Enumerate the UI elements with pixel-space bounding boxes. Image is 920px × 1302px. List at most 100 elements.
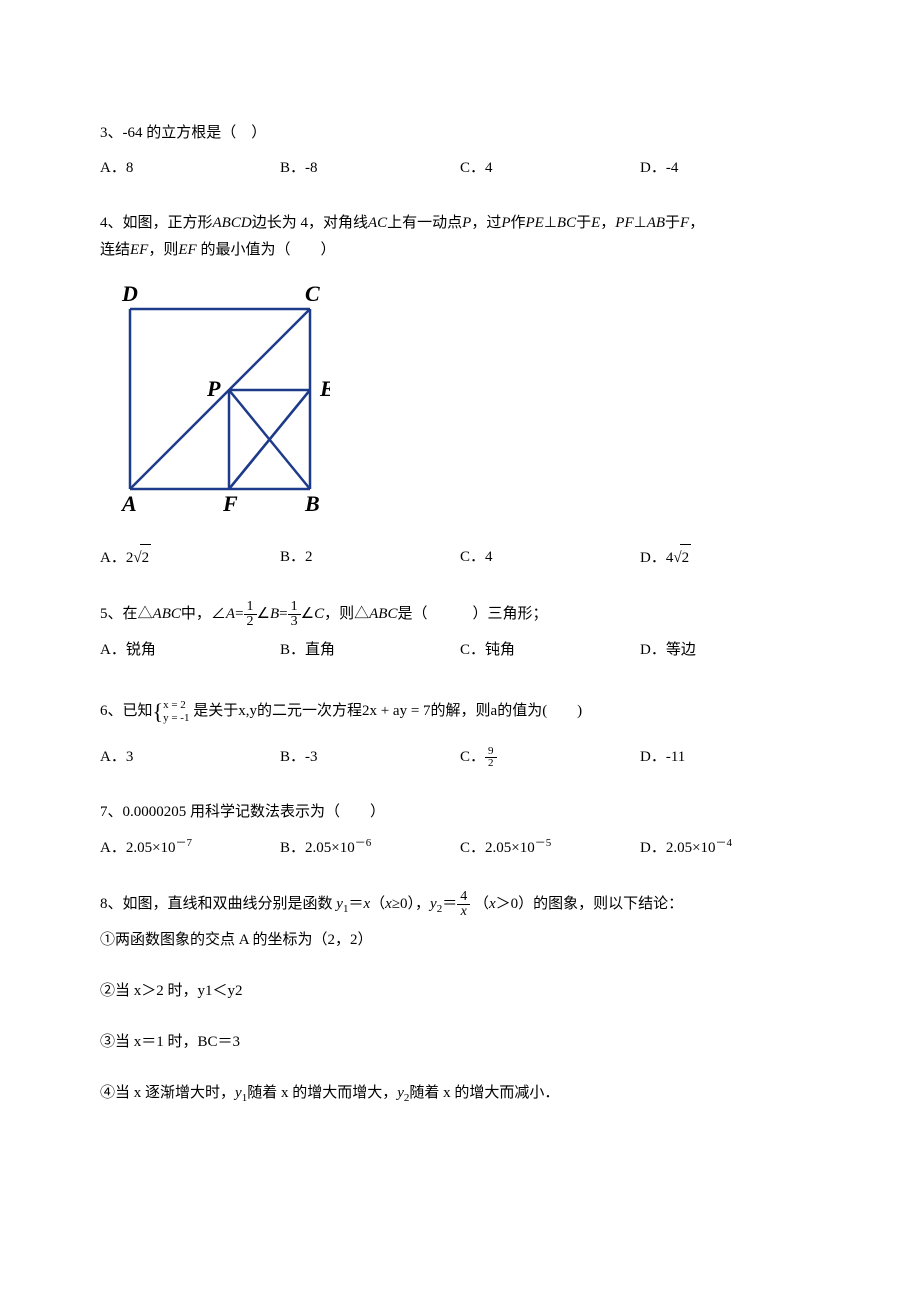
q8-s1: ①两函数图象的交点 A 的坐标为（2，2） [100, 927, 820, 954]
q6-c-prefix: C． [460, 749, 485, 765]
q8-eq1: ＝ [348, 896, 363, 912]
question-7: 7、0.0000205 用科学记数法表示为（ ） A．2.05×10－7 B．2… [100, 799, 820, 862]
q7-b-prefix: B．2.05×10 [280, 840, 355, 856]
q8-frac: 4x [457, 890, 470, 919]
q3-option-d: D．-4 [640, 155, 820, 182]
q5-suffix: 是（ ）三角形； [397, 606, 547, 622]
q8-s4-y1: y [235, 1085, 242, 1101]
q5-a: A [226, 606, 235, 622]
q8-frac-n: 4 [457, 890, 470, 905]
q4-prefix: 4、如图，正方形 [100, 215, 213, 231]
q5-option-b: B．直角 [280, 637, 460, 664]
q5-frac1: 12 [244, 600, 257, 629]
question-5: 5、在△ABC中，∠A=12∠B=13∠C，则△ABC是（ ）三角形； A．锐角… [100, 600, 820, 664]
q4-text: 4、如图，正方形ABCD边长为 4，对角线AC上有一动点P，过P作PE⊥BC于E… [100, 210, 820, 264]
q8-paren1: （ [370, 896, 385, 912]
q4-option-c: C．4 [460, 544, 640, 572]
q5-frac1-n: 1 [244, 600, 257, 615]
q6-mid: 是关于x,y的二元一次方程2x + ay = 7的解，则a的值为( ) [193, 703, 582, 719]
q4-line2-suffix: 的最小值为（ ） [197, 242, 336, 258]
q5-options: A．锐角 B．直角 C．钝角 D．等边 [100, 637, 820, 664]
q4-line2-prefix: 连结 [100, 242, 130, 258]
q5-option-d: D．等边 [640, 637, 820, 664]
q5-prefix: 5、在 [100, 606, 138, 622]
q5-option-a: A．锐角 [100, 637, 280, 664]
q8-x3: x [489, 896, 496, 912]
q4-mid4: 作 [511, 215, 526, 231]
q3-options: A．8 B．-8 C．4 D．-4 [100, 155, 820, 182]
q8-frac-d: x [457, 905, 470, 919]
q6-options: A．3 B．-3 C．92 D．-11 [100, 744, 820, 771]
q4-p2: P [501, 215, 510, 231]
q4-e: E [591, 215, 600, 231]
q8-text: 8、如图，直线和双曲线分别是函数 y1＝x（x≥0），y2＝4x （x＞0）的图… [100, 890, 820, 920]
q7-a-prefix: A．2.05×10 [100, 840, 176, 856]
q5-mid1: 中， [181, 606, 211, 622]
q4-ef: EF [130, 242, 148, 258]
q6-system: x = 2y = -1 [163, 699, 189, 725]
q4-perp: ⊥ [544, 215, 557, 231]
q6-prefix: 6、已知 [100, 703, 153, 719]
q4-bc: BC [557, 215, 576, 231]
q7-c-prefix: C．2.05×10 [460, 840, 535, 856]
q4-abcd: ABCD [213, 215, 252, 231]
svg-text:C: C [305, 281, 320, 306]
q4-option-a: A．2√2 [100, 544, 280, 572]
brace-icon: { [153, 699, 164, 724]
q7-text: 7、0.0000205 用科学记数法表示为（ ） [100, 799, 820, 826]
q8-s4: ④当 x 逐渐增大时，y1随着 x 的增大而增大，y2随着 x 的增大而减小． [100, 1080, 820, 1109]
angle-icon: ∠ [257, 606, 270, 622]
q6-c-frac: 92 [485, 746, 497, 769]
q8-s4-prefix: ④当 x 逐渐增大时， [100, 1085, 235, 1101]
q6-text: 6、已知{x = 2y = -1 是关于x,y的二元一次方程2x + ay = … [100, 692, 820, 732]
q6-eq1: x = 2 [163, 699, 186, 711]
question-6: 6、已知{x = 2y = -1 是关于x,y的二元一次方程2x + ay = … [100, 692, 820, 771]
q6-c-frac-n: 9 [485, 746, 497, 758]
question-8: 8、如图，直线和双曲线分别是函数 y1＝x（x≥0），y2＝4x （x＞0）的图… [100, 890, 820, 1110]
q4-f: F [680, 215, 689, 231]
q6-option-c: C．92 [460, 744, 640, 771]
q8-y1: y [336, 896, 343, 912]
angle-icon: ∠ [301, 606, 314, 622]
q5-text: 5、在△ABC中，∠A=12∠B=13∠C，则△ABC是（ ）三角形； [100, 600, 820, 629]
q7-a-exp: －7 [176, 837, 193, 849]
q7-option-b: B．2.05×10－6 [280, 834, 460, 862]
svg-text:F: F [222, 491, 238, 514]
q4-diagram: DCPEAFB [100, 279, 820, 524]
q4-pf: PF [615, 215, 633, 231]
q6-c-frac-d: 2 [485, 758, 497, 769]
q4-mid3: ，过 [471, 215, 501, 231]
q4-p: P [462, 215, 471, 231]
q4-mid2: 上有一动点 [387, 215, 462, 231]
q4-ab: AB [647, 215, 665, 231]
q4-mid5: 于 [576, 215, 591, 231]
svg-text:A: A [120, 491, 137, 514]
triangle-icon: △ [138, 606, 153, 622]
q5-mid2: ，则 [324, 606, 354, 622]
angle-icon: ∠ [211, 606, 226, 622]
q6-option-b: B．-3 [280, 744, 460, 771]
q8-y2: y [430, 896, 437, 912]
triangle-icon: △ [354, 606, 369, 622]
question-3: 3、-64 的立方根是（ ） A．8 B．-8 C．4 D．-4 [100, 120, 820, 182]
q5-c: C [314, 606, 324, 622]
q4-d-prefix: D． [640, 550, 666, 566]
q5-eq1: = [235, 606, 243, 622]
q8-s4-mid2: 随着 x 的增大而减小． [409, 1085, 559, 1101]
q5-frac2-n: 1 [288, 600, 301, 615]
q4-d-sqrt: 2 [680, 544, 692, 572]
svg-text:E: E [319, 376, 330, 401]
q4-option-d: D．4√2 [640, 544, 820, 572]
q8-s3: ③当 x＝1 时，BC＝3 [100, 1029, 820, 1056]
q4-mid6: 于 [665, 215, 680, 231]
q6-eq2: y = -1 [163, 712, 189, 724]
q4-a-prefix: A． [100, 550, 126, 566]
q4-perp2: ⊥ [634, 215, 647, 231]
q8-eq2: ＝ [442, 896, 457, 912]
q4-a-sqrt: 2 [140, 544, 152, 572]
q6-option-a: A．3 [100, 744, 280, 771]
q8-cond2: ＞0）的图象，则以下结论： [496, 896, 684, 912]
q5-abc: ABC [153, 606, 181, 622]
q3-text: 3、-64 的立方根是（ ） [100, 120, 820, 147]
question-4: 4、如图，正方形ABCD边长为 4，对角线AC上有一动点P，过P作PE⊥BC于E… [100, 210, 820, 572]
